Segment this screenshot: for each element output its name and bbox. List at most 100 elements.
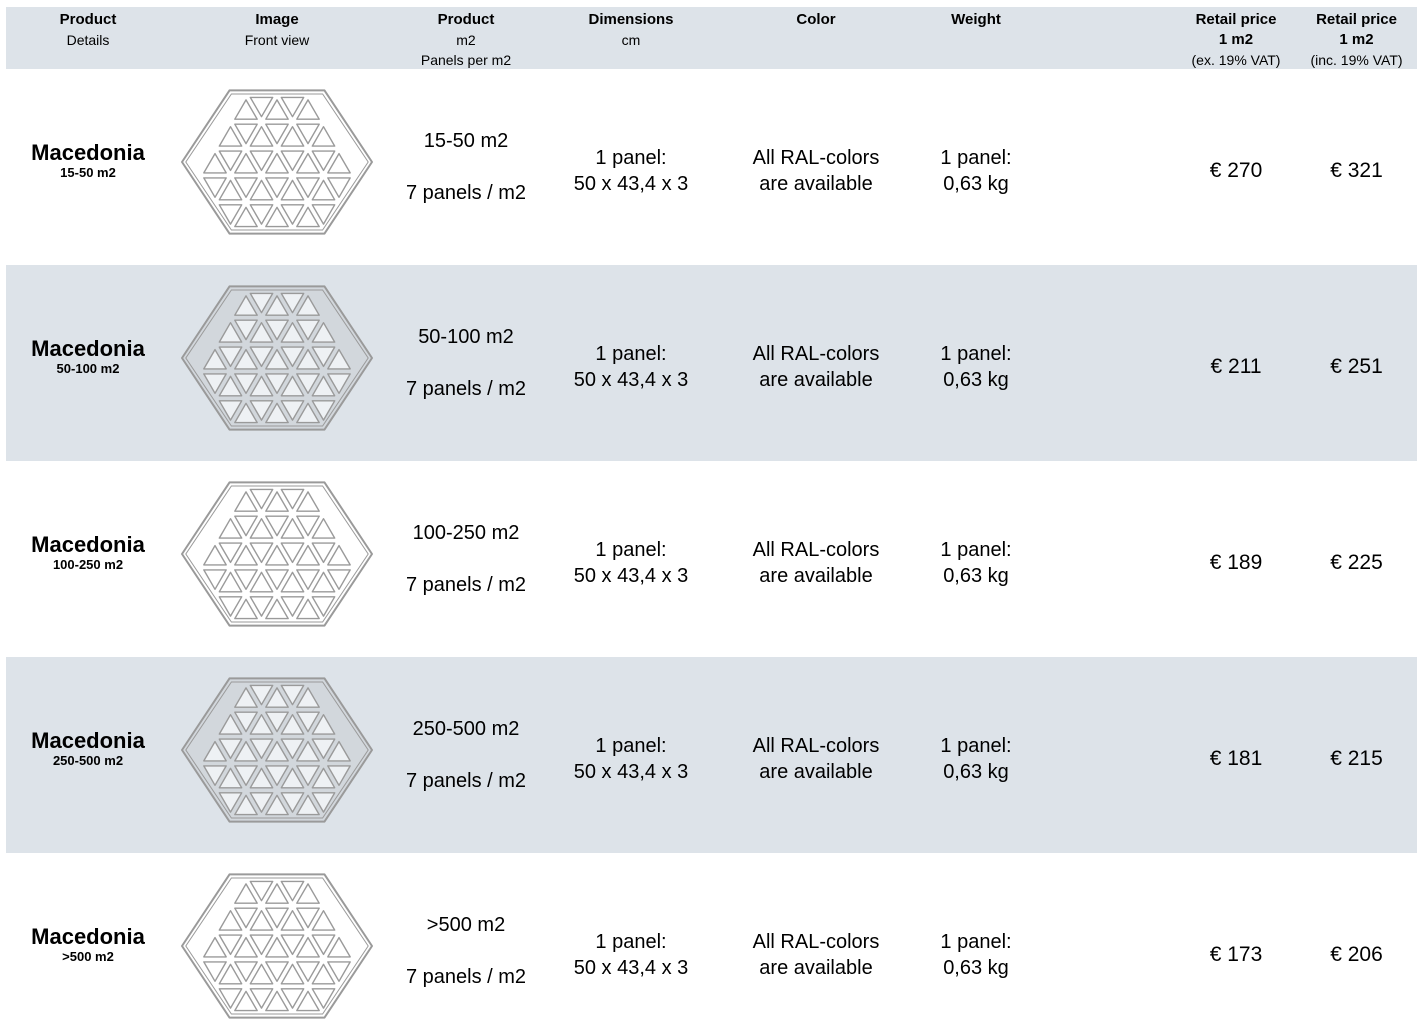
panel-cutout: [296, 402, 320, 424]
panel-cutout: [311, 714, 336, 735]
panel-cutout: [218, 179, 243, 201]
panel-cutout: [249, 346, 274, 368]
color-cell: All RAL-colors are available: [721, 145, 911, 197]
price-ex-vat: € 181: [1209, 747, 1263, 770]
product-range: 250-500 m2: [52, 753, 124, 768]
header-text: (inc. 19% VAT): [1310, 52, 1403, 68]
panel-cutout: [203, 348, 227, 370]
panels-per-m2: 7 panels / m2: [405, 378, 527, 400]
panel-cutout: [265, 373, 289, 395]
panel-cutout: [234, 544, 258, 566]
panel-cutout: [280, 126, 305, 147]
panel-cutout: [249, 880, 274, 902]
panel-cutout: [296, 544, 320, 566]
panel-cutout: [296, 936, 320, 958]
panel-cutout: [218, 738, 243, 760]
price-ex-vat: € 189: [1209, 551, 1263, 574]
quantity-range: 50-100 m2: [418, 326, 514, 348]
panel-cutout: [265, 794, 289, 816]
weight-value: 0,63 kg: [943, 761, 1009, 783]
panel-cutout: [280, 542, 305, 564]
panel-cutout: [296, 883, 320, 904]
panel-cutout: [234, 123, 258, 145]
panel-cutout: [265, 99, 289, 120]
panel-cutout: [249, 150, 274, 172]
panel-cutout: [234, 206, 258, 228]
color-text: All RAL-colors: [752, 147, 880, 169]
dimensions-value: 50 x 43,4 x 3: [573, 173, 689, 195]
panel-cutout: [218, 346, 243, 368]
panel-cutout: [265, 206, 289, 228]
panel-cutout: [249, 596, 274, 617]
product-name: Macedonia: [31, 532, 145, 557]
panel-cutout: [234, 740, 258, 762]
weight-label: 1 panel:: [940, 147, 1012, 169]
panel-cutout: [265, 569, 289, 591]
panel-cutout: [280, 988, 305, 1009]
panel-image: [180, 667, 374, 833]
hexagon-triangle-panel-icon: [181, 677, 373, 823]
product-name: Macedonia: [31, 140, 145, 165]
panel-cutout: [280, 684, 305, 706]
header-dimensions: Dimensions cm: [551, 10, 711, 50]
panel-cutout: [234, 295, 258, 316]
dimensions-cell: 1 panel: 50 x 43,4 x 3: [551, 929, 711, 981]
header-text: 1 m2: [1339, 31, 1374, 48]
panel-cutout: [234, 152, 258, 174]
panel-cutout: [311, 204, 336, 225]
panel-cutout: [234, 936, 258, 958]
panel-cutout: [249, 963, 274, 985]
header-weight: Weight: [921, 10, 1031, 30]
panel-cutout: [327, 348, 351, 370]
panel-cutout: [203, 936, 227, 958]
quantity-range: 250-500 m2: [412, 718, 520, 740]
panel-cutout: [203, 569, 227, 591]
panel-cutout: [249, 322, 274, 343]
panels-per-m2: 7 panels / m2: [405, 182, 527, 204]
panel-cutout: [311, 518, 336, 539]
panel-cutout: [280, 596, 305, 617]
panel-cutout: [218, 542, 243, 564]
panel-cutout: [265, 515, 289, 537]
header-text: 1 m2: [1218, 31, 1254, 48]
color-text: are available: [759, 761, 873, 783]
panels-per-m2: 7 panels / m2: [405, 770, 527, 792]
panel-cutout: [265, 319, 289, 341]
panel-cutout: [203, 544, 227, 566]
header-text: Product: [59, 11, 117, 28]
product-name: Macedonia: [31, 336, 145, 361]
price-inc-vat: € 206: [1330, 943, 1383, 966]
product-name-cell: Macedonia 50-100 m2: [6, 337, 170, 377]
panel-cutout: [218, 322, 243, 343]
quantity-cell: >500 m2 7 panels / m2: [386, 913, 546, 989]
header-text: Dimensions: [588, 11, 674, 28]
dimensions-label: 1 panel:: [595, 735, 667, 757]
dimensions-label: 1 panel:: [595, 539, 667, 561]
panel-inner-outline: [185, 485, 369, 623]
product-range: >500 m2: [62, 949, 114, 964]
panel-cutout: [296, 177, 320, 199]
header-text: Product: [437, 11, 495, 28]
color-cell: All RAL-colors are available: [721, 341, 911, 393]
panel-cutout: [280, 150, 305, 172]
panel-cutout: [296, 711, 320, 733]
panel-cutout: [234, 794, 258, 816]
color-text: are available: [759, 957, 873, 979]
panel-inner-outline: [185, 877, 369, 1015]
panel-cutout: [218, 963, 243, 985]
panel-cutout: [280, 375, 305, 397]
panel-cutout: [265, 740, 289, 762]
panel-cutout: [280, 292, 305, 314]
panel-cutout: [296, 907, 320, 929]
panels-per-m2: 7 panels / m2: [405, 574, 527, 596]
dimensions-cell: 1 panel: 50 x 43,4 x 3: [551, 145, 711, 197]
header-text: Details: [66, 32, 110, 48]
panels-per-m2: 7 panels / m2: [405, 966, 527, 988]
panel-cutout: [249, 292, 274, 314]
panel-cutout: [296, 152, 320, 174]
panel-cutout: [311, 375, 336, 397]
panel-cutout: [203, 152, 227, 174]
panel-image: [180, 863, 374, 1023]
panel-cutout: [280, 179, 305, 201]
hexagon-triangle-panel-icon: [181, 285, 373, 431]
